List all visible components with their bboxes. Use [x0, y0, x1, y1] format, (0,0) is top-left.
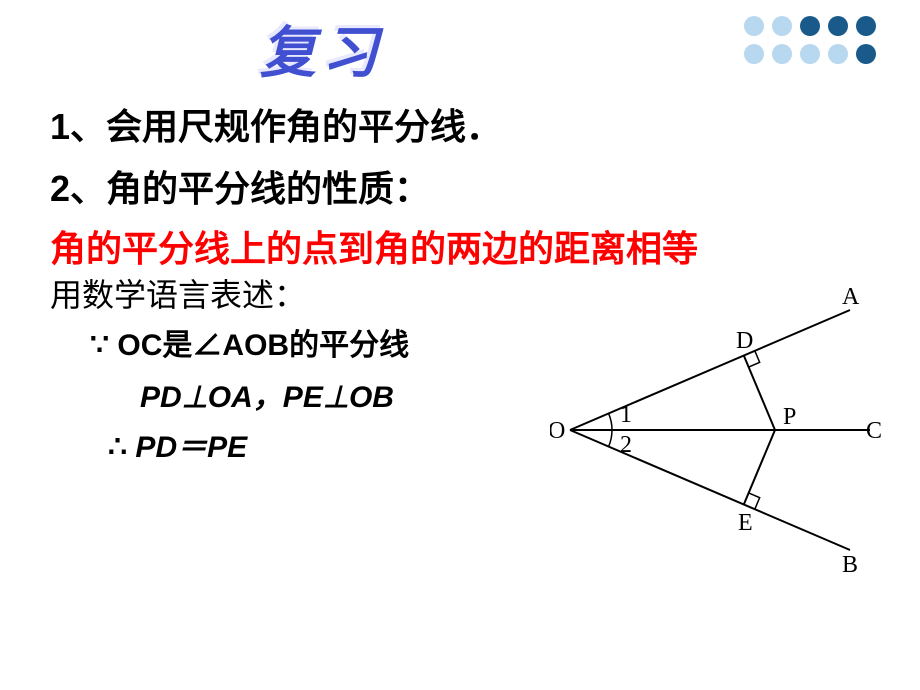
- premise-line: ∵ OC是∠AOB的平分线: [90, 320, 409, 364]
- svg-text:D: D: [736, 328, 753, 354]
- because-symbol: ∵: [90, 329, 109, 362]
- decorative-dot: [828, 16, 848, 36]
- decorative-dot-grid: [740, 12, 880, 68]
- slide-title: 复习 复习: [260, 8, 384, 89]
- svg-text:P: P: [783, 404, 796, 430]
- math-language-label: 用数学语言表述：: [50, 270, 306, 316]
- decorative-dot: [772, 44, 792, 64]
- svg-text:O: O: [550, 418, 565, 444]
- decorative-dot: [828, 44, 848, 64]
- conclusion-line: ∴ PD＝PE: [108, 422, 247, 466]
- decorative-dot: [856, 44, 876, 64]
- svg-text:A: A: [842, 284, 860, 310]
- angle-bisector-diagram: O A B C D E P 1 2: [550, 280, 890, 580]
- decorative-dot: [800, 44, 820, 64]
- svg-text:C: C: [866, 418, 882, 444]
- theorem-statement: 角的平分线上的点到角的两边的距离相等: [50, 220, 698, 272]
- svg-text:B: B: [842, 552, 858, 578]
- svg-text:1: 1: [620, 402, 632, 428]
- decorative-dot: [744, 16, 764, 36]
- decorative-dot: [744, 44, 764, 64]
- point-1: 1、会用尺规作角的平分线．: [50, 98, 502, 150]
- svg-text:2: 2: [620, 432, 632, 458]
- therefore-symbol: ∴: [108, 431, 127, 464]
- decorative-dot: [856, 16, 876, 36]
- svg-text:E: E: [738, 510, 753, 536]
- point-2: 2、角的平分线的性质：: [50, 160, 430, 212]
- conclusion-text: PD＝PE: [127, 431, 247, 464]
- decorative-dot: [772, 16, 792, 36]
- premise-text: OC是∠AOB的平分线: [109, 329, 409, 362]
- decorative-dot: [800, 16, 820, 36]
- title-text: 复习: [260, 23, 384, 85]
- condition-line: PD⊥OA，PE⊥OB: [140, 372, 394, 416]
